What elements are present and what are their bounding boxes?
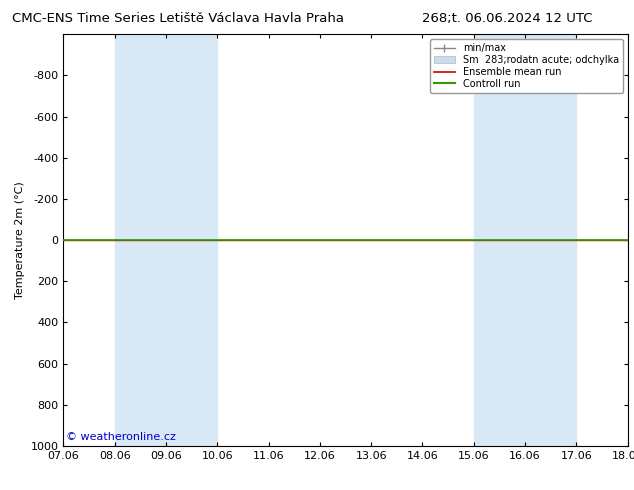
Y-axis label: Temperature 2m (°C): Temperature 2m (°C) — [15, 181, 25, 299]
Bar — [474, 34, 576, 446]
Bar — [115, 34, 217, 446]
Text: © weatheronline.cz: © weatheronline.cz — [66, 432, 176, 442]
Legend: min/max, Sm  283;rodatn acute; odchylka, Ensemble mean run, Controll run: min/max, Sm 283;rodatn acute; odchylka, … — [430, 39, 623, 93]
Text: CMC-ENS Time Series Letiště Václava Havla Praha: CMC-ENS Time Series Letiště Václava Havl… — [11, 12, 344, 25]
Bar — [628, 34, 634, 446]
Text: 268;t. 06.06.2024 12 UTC: 268;t. 06.06.2024 12 UTC — [422, 12, 592, 25]
